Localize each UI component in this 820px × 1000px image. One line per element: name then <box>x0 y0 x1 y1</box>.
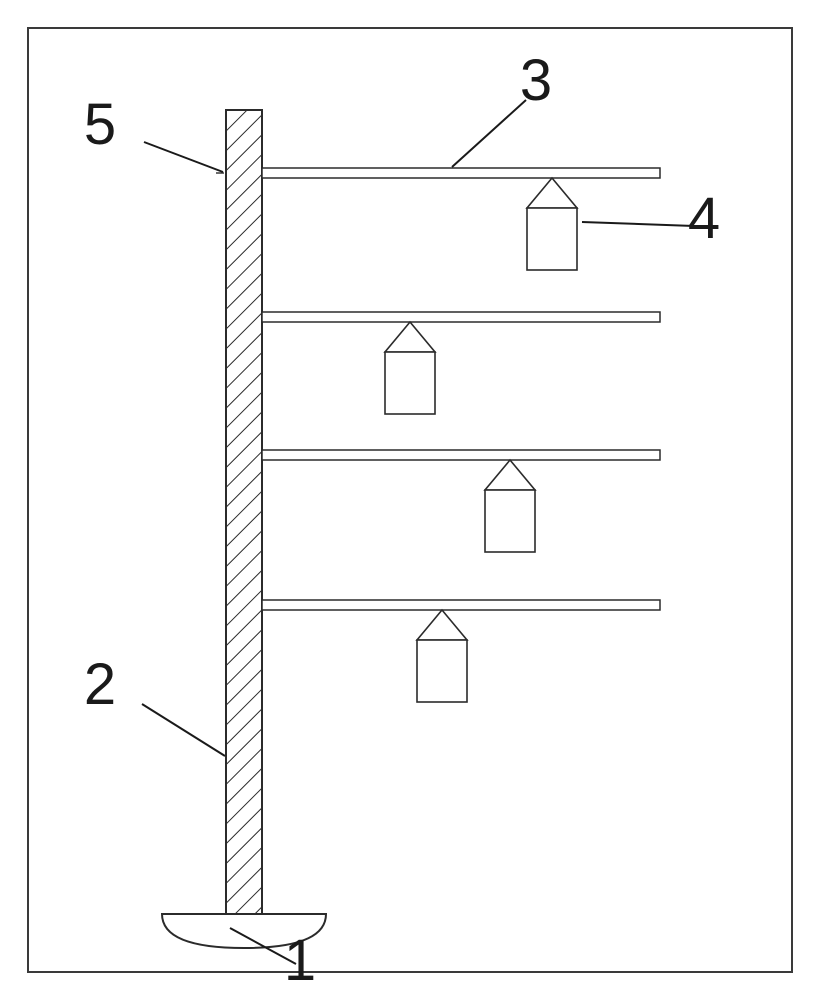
arm-3 <box>262 450 660 460</box>
label-3: 3 <box>520 48 552 113</box>
label-2: 2 <box>84 652 116 717</box>
canvas-bg <box>0 0 820 1000</box>
label-1: 1 <box>284 928 316 993</box>
arm-1 <box>262 168 660 178</box>
label-5: 5 <box>84 92 116 157</box>
arm-4 <box>262 600 660 610</box>
arm-2 <box>262 312 660 322</box>
label-4: 4 <box>688 186 720 251</box>
vertical-pole <box>226 110 262 914</box>
